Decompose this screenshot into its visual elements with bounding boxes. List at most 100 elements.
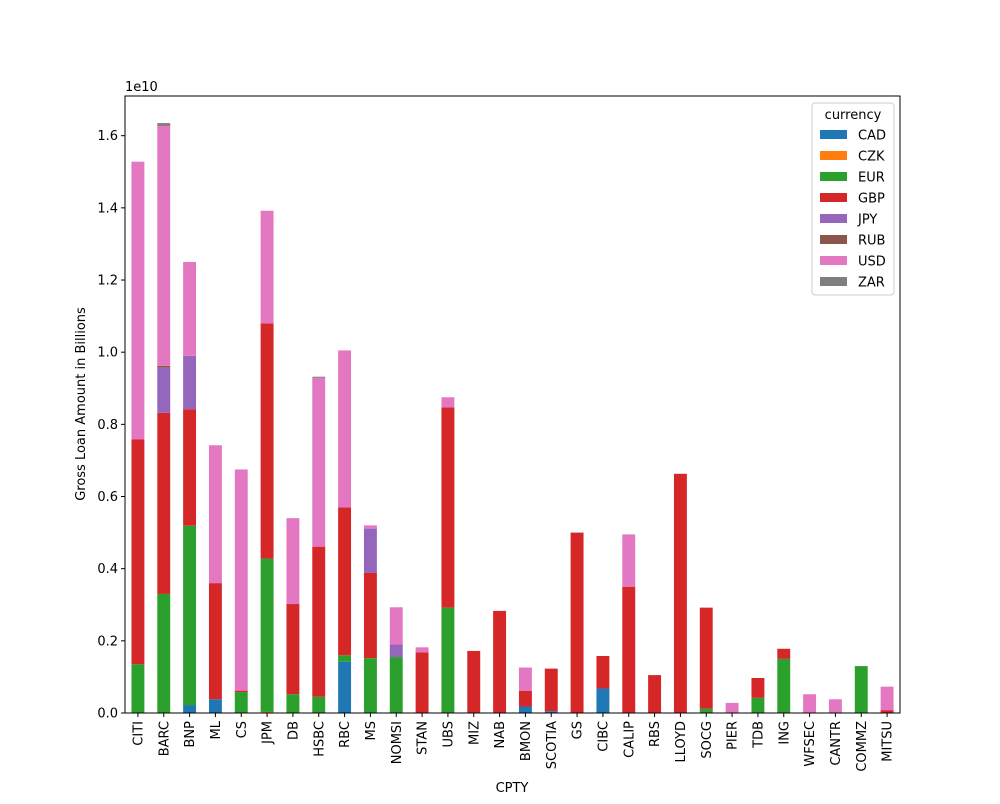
- y-axis: 0.0 0.2 0.4 0.6 0.8 1.0 1.2 1.4 1.6: [97, 129, 125, 722]
- bar-jpm-usd: [260, 210, 274, 324]
- legend-swatch-eur: [820, 172, 847, 181]
- x-tick-label-nab: NAB: [493, 721, 508, 749]
- bar-mitsu-usd: [880, 686, 894, 711]
- bar-ms-eur: [363, 658, 377, 713]
- legend: currency CAD CZK EUR GBP JPY RUB USD ZAR: [811, 102, 895, 296]
- x-tick-label-stan: STAN: [416, 721, 431, 755]
- bar-stan-usd: [415, 647, 429, 653]
- x-axis: CITI BARC BNP ML CS JPM DB HSBC RBC MS NOMSI STAN UB…: [131, 713, 896, 772]
- bar-mitsu-gbp: [880, 710, 894, 713]
- x-tick-label-cibc: CIBC: [596, 721, 611, 752]
- bar-socg-eur: [699, 708, 713, 713]
- bar-citi-eur: [131, 664, 145, 713]
- bar-tdb-gbp: [751, 678, 765, 698]
- x-tick-label-citi: CITI: [131, 721, 146, 746]
- bar-ubs-gbp: [441, 407, 455, 608]
- x-tick-label-cantr: CANTR: [829, 721, 844, 766]
- bar-pier-usd: [725, 702, 739, 713]
- bar-bmon-cad: [518, 706, 532, 713]
- x-tick-label-barc: BARC: [157, 721, 172, 756]
- legend-swatch-gbp: [820, 193, 847, 202]
- bar-barc-usd: [157, 125, 171, 366]
- bar-calip-usd: [622, 534, 636, 587]
- bar-bnp-eur: [183, 525, 197, 706]
- bar-hsbc-usd: [312, 377, 326, 547]
- bar-db-eur: [286, 694, 300, 713]
- bar-ml-usd: [208, 445, 222, 584]
- legend-swatch-rub: [820, 235, 847, 244]
- bar-bmon-gbp: [518, 690, 532, 707]
- bar-stan-gbp: [415, 652, 429, 713]
- legend-label-gbp: GBP: [858, 192, 885, 207]
- y-tick-label: 0.2: [97, 634, 118, 649]
- x-tick-label-ms: MS: [364, 721, 379, 740]
- bar-ing-gbp: [777, 648, 791, 659]
- legend-label-czk: CZK: [858, 150, 885, 165]
- bar-cs-usd: [234, 469, 248, 691]
- x-tick-label-pier: PIER: [726, 721, 741, 750]
- x-tick-label-rbc: RBC: [338, 721, 353, 748]
- x-tick-label-hsbc: HSBC: [312, 721, 327, 757]
- bar-rbc-gbp: [338, 507, 352, 656]
- bar-cibc-gbp: [596, 655, 610, 689]
- x-axis-label: CPTY: [496, 781, 529, 796]
- legend-swatch-zar: [820, 277, 847, 286]
- bar-db-usd: [286, 518, 300, 605]
- bar-bnp-jpy: [183, 355, 197, 410]
- y-tick-label: 0.6: [97, 490, 118, 505]
- x-tick-label-rbs: RBS: [648, 721, 663, 747]
- bar-nomsi-eur: [389, 657, 403, 713]
- bar-rbc-usd: [338, 350, 352, 508]
- bar-bnp-gbp: [183, 409, 197, 526]
- legend-swatch-czk: [820, 151, 847, 160]
- bar-jpm-czk: [260, 711, 274, 713]
- bar-tdb-eur: [751, 697, 765, 713]
- bar-calip-gbp: [622, 586, 636, 713]
- bar-jpm-eur: [260, 558, 274, 712]
- bar-nab-gbp: [493, 610, 507, 713]
- bar-citi-gbp: [131, 439, 145, 665]
- legend-title: currency: [825, 108, 882, 123]
- bar-rbc-cad: [338, 661, 352, 713]
- bar-rbc-eur: [338, 655, 352, 662]
- legend-label-jpy: JPY: [857, 213, 877, 228]
- bar-citi-usd: [131, 161, 145, 440]
- x-tick-label-ubs: UBS: [441, 721, 456, 747]
- bar-socg-gbp: [699, 607, 713, 709]
- bar-barc-zar: [157, 123, 171, 126]
- bar-hsbc-gbp: [312, 546, 326, 697]
- bar-ms-jpy: [363, 528, 377, 573]
- bar-ms-gbp: [363, 572, 377, 659]
- bar-cantr-usd: [828, 699, 842, 713]
- x-tick-label-socg: SOCG: [700, 721, 715, 759]
- bar-scotia-gbp: [544, 668, 558, 712]
- x-tick-label-db: DB: [286, 721, 301, 740]
- y-tick-label: 0.8: [97, 418, 118, 433]
- bar-bnp-cad: [183, 705, 197, 713]
- y-tick-label: 0.4: [97, 562, 118, 577]
- bar-cs-gbp: [234, 690, 248, 693]
- bar-hsbc-eur: [312, 696, 326, 713]
- bar-wfsec-usd: [803, 694, 817, 713]
- legend-swatch-cad: [820, 130, 847, 139]
- bar-nomsi-jpy: [389, 644, 403, 658]
- x-tick-label-cs: CS: [235, 721, 250, 738]
- bar-ing-eur: [777, 658, 791, 713]
- bar-barc-eur: [157, 593, 171, 713]
- y-tick-label: 1.2: [97, 274, 118, 289]
- y-tick-label: 1.4: [97, 201, 118, 216]
- x-tick-label-bmon: BMON: [519, 721, 534, 761]
- bar-barc-rub: [157, 365, 171, 368]
- bar-ms-usd: [363, 525, 377, 529]
- bar-ubs-usd: [441, 397, 455, 408]
- y-offset-label: 1e10: [125, 80, 158, 95]
- plot-frame: [124, 95, 901, 714]
- legend-label-cad: CAD: [858, 129, 886, 144]
- bar-cs-eur: [234, 692, 248, 713]
- x-tick-label-lloyd: LLOYD: [674, 721, 689, 763]
- x-tick-label-commz: COMMZ: [855, 721, 870, 772]
- legend-label-usd: USD: [858, 255, 886, 270]
- legend-swatch-usd: [820, 256, 847, 265]
- bar-barc-gbp: [157, 412, 171, 594]
- x-tick-label-nomsi: NOMSI: [390, 721, 405, 764]
